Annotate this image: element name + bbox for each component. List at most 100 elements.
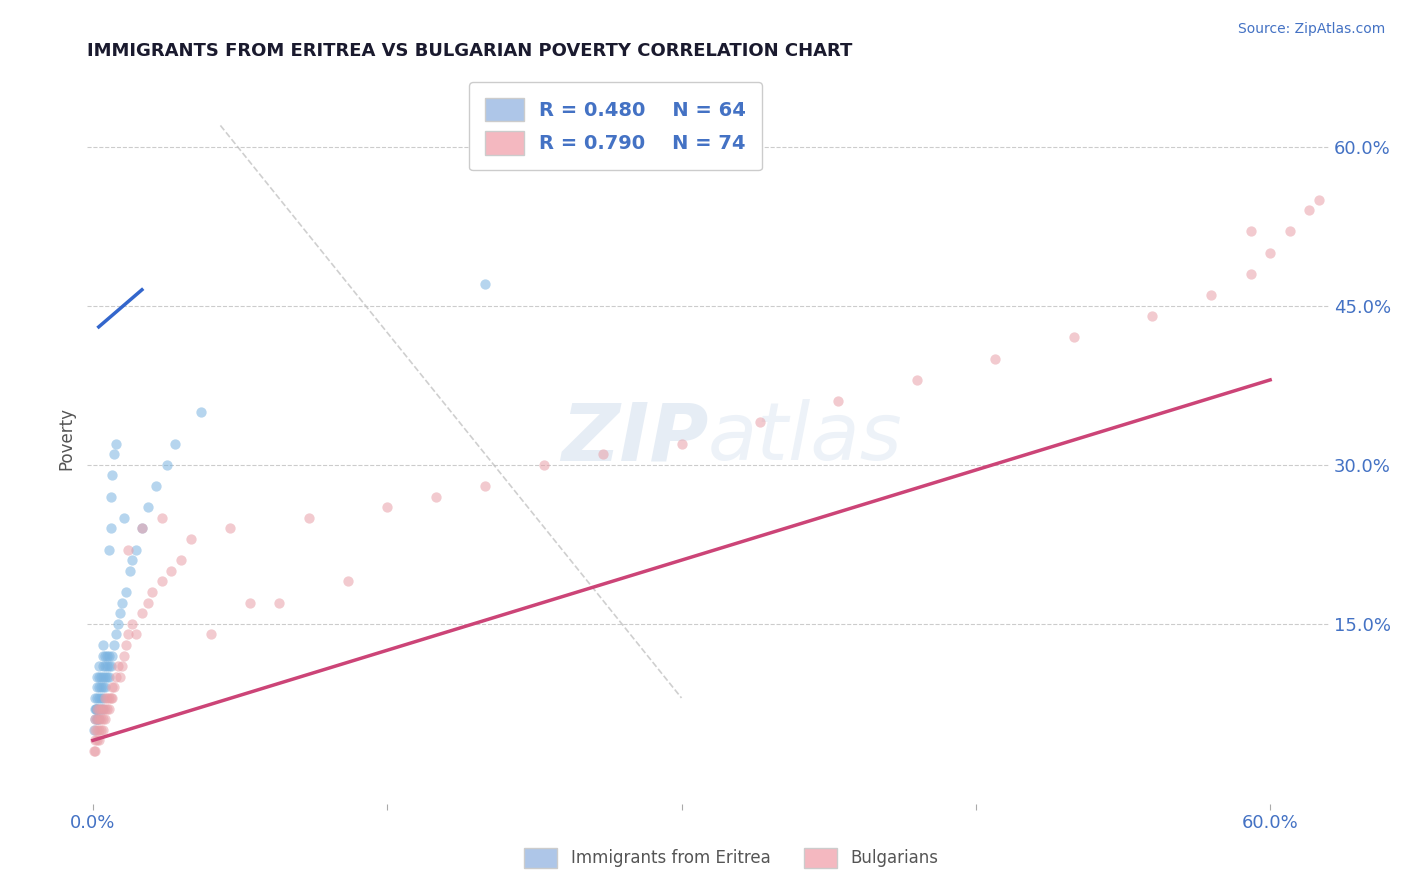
Point — [375, 500, 398, 515]
Point — [671, 436, 693, 450]
Point — [165, 436, 187, 450]
Point — [83, 723, 105, 737]
Point — [100, 659, 122, 673]
Point — [90, 681, 112, 695]
Point — [83, 744, 105, 758]
Point — [131, 521, 153, 535]
Point — [131, 606, 153, 620]
Text: ZIP: ZIP — [561, 400, 709, 477]
Point — [97, 659, 120, 673]
Point — [111, 595, 134, 609]
Point — [219, 521, 242, 535]
Point — [827, 394, 849, 409]
Point — [96, 701, 118, 715]
Point — [87, 733, 110, 747]
Point — [87, 659, 110, 673]
Point — [117, 627, 139, 641]
Point — [87, 701, 110, 715]
Point — [90, 701, 112, 715]
Point — [200, 627, 222, 641]
Point — [425, 490, 447, 504]
Point — [1201, 288, 1223, 302]
Point — [125, 542, 148, 557]
Point — [1258, 245, 1281, 260]
Point — [1298, 203, 1320, 218]
Point — [984, 351, 1007, 366]
Point — [86, 690, 108, 705]
Point — [93, 690, 115, 705]
Point — [105, 670, 128, 684]
Point — [93, 670, 115, 684]
Point — [101, 468, 124, 483]
Point — [83, 701, 105, 715]
Point — [117, 542, 139, 557]
Point — [121, 553, 143, 567]
Point — [115, 638, 138, 652]
Point — [103, 447, 125, 461]
Point — [90, 670, 112, 684]
Point — [125, 627, 148, 641]
Point — [93, 712, 115, 726]
Point — [93, 659, 115, 673]
Point — [131, 521, 153, 535]
Point — [96, 659, 118, 673]
Point — [474, 479, 496, 493]
Point — [298, 510, 321, 524]
Point — [112, 510, 135, 524]
Point — [97, 690, 120, 705]
Point — [170, 553, 193, 567]
Point — [83, 733, 105, 747]
Point — [91, 701, 114, 715]
Point — [83, 723, 105, 737]
Point — [101, 690, 124, 705]
Point — [91, 712, 114, 726]
Point — [100, 521, 122, 535]
Point — [93, 701, 115, 715]
Point — [90, 723, 112, 737]
Point — [84, 701, 107, 715]
Point — [107, 616, 129, 631]
Point — [91, 723, 114, 737]
Point — [156, 458, 179, 472]
Text: IMMIGRANTS FROM ERITREA VS BULGARIAN POVERTY CORRELATION CHART: IMMIGRANTS FROM ERITREA VS BULGARIAN POV… — [87, 42, 852, 60]
Point — [86, 701, 108, 715]
Point — [87, 670, 110, 684]
Point — [90, 701, 112, 715]
Point — [86, 701, 108, 715]
Point — [96, 648, 118, 663]
Point — [86, 670, 108, 684]
Point — [120, 564, 142, 578]
Point — [1278, 224, 1301, 238]
Point — [91, 648, 114, 663]
Point — [97, 670, 120, 684]
Point — [91, 690, 114, 705]
Point — [121, 616, 143, 631]
Point — [105, 436, 128, 450]
Point — [1063, 330, 1085, 344]
Point — [180, 532, 202, 546]
Point — [101, 648, 124, 663]
Point — [110, 606, 132, 620]
Point — [90, 690, 112, 705]
Point — [87, 712, 110, 726]
Point — [83, 690, 105, 705]
Point — [97, 542, 120, 557]
Point — [86, 712, 108, 726]
Point — [107, 659, 129, 673]
Point — [87, 712, 110, 726]
Point — [115, 585, 138, 599]
Point — [269, 595, 291, 609]
Text: atlas: atlas — [709, 400, 903, 477]
Point — [112, 648, 135, 663]
Point — [96, 670, 118, 684]
Point — [90, 712, 112, 726]
Legend: R = 0.480    N = 64, R = 0.790    N = 74: R = 0.480 N = 64, R = 0.790 N = 74 — [470, 82, 762, 170]
Point — [91, 701, 114, 715]
Point — [150, 510, 173, 524]
Point — [1142, 310, 1164, 324]
Point — [103, 638, 125, 652]
Point — [93, 648, 115, 663]
Point — [110, 670, 132, 684]
Point — [83, 744, 105, 758]
Point — [84, 701, 107, 715]
